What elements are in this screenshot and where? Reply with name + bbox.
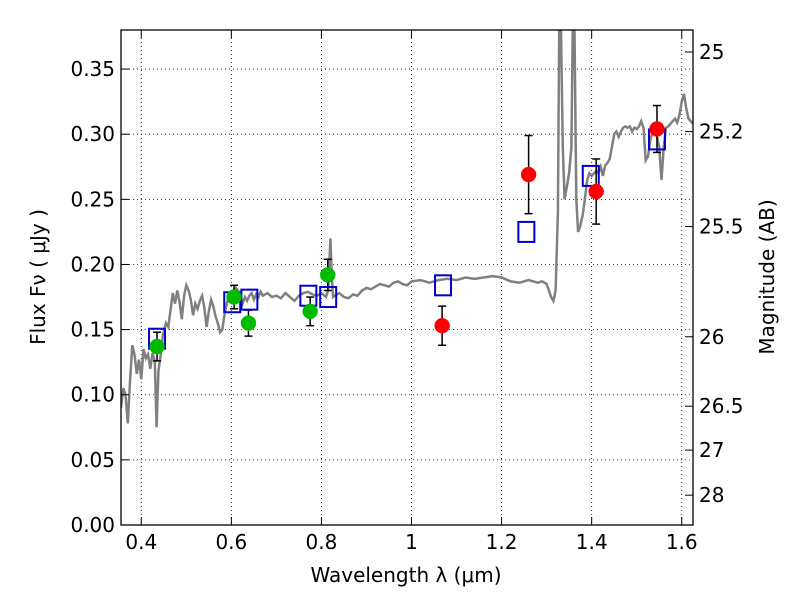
photometry-layer — [148, 104, 666, 362]
right-tick-label: 28 — [699, 483, 724, 507]
model-square-marker — [240, 288, 259, 311]
photometry-point — [302, 303, 318, 320]
right-tick-label: 26 — [699, 325, 724, 349]
plot-frame — [120, 29, 694, 526]
model-square-marker — [434, 274, 453, 297]
photometry-point — [520, 166, 537, 183]
template-spectrum-line — [121, 30, 693, 428]
y-tick-label: 0.05 — [70, 448, 115, 472]
photometry-point — [240, 315, 257, 331]
photometry-point — [588, 183, 604, 200]
model-square-marker — [581, 164, 600, 187]
x-tick-label: 1.4 — [576, 530, 608, 554]
photometry-point — [434, 317, 450, 334]
x-tick-label: 0.8 — [306, 530, 338, 554]
model-square-marker — [319, 286, 338, 309]
x-axis-label: Wavelength λ (μm) — [310, 563, 501, 587]
y-tick-label: 0.20 — [70, 252, 115, 276]
photometry-point — [319, 267, 336, 283]
right-axis-label: Magnitude (AB) — [755, 199, 779, 354]
photometry-point — [226, 289, 242, 305]
x-tick-label: 0.4 — [125, 530, 157, 554]
x-tick-label: 1 — [405, 530, 418, 554]
y-axis-label: Flux Fν ( μJy ) — [26, 209, 50, 345]
tick-layer: 0.4 0.6 0.8 1 1.2 1.4 1.6 0.00 0.05 0.10 0.15 0.20 0… — [70, 30, 744, 554]
y-tick-label: 0.25 — [70, 187, 115, 211]
x-tick-label: 0.6 — [215, 530, 247, 554]
y-tick-label: 0.10 — [70, 383, 115, 407]
y-tick-label: 0.00 — [70, 513, 115, 537]
template-spectrum-layer — [121, 30, 693, 428]
y-tick-label: 0.30 — [70, 122, 115, 146]
x-tick-label: 1.2 — [486, 530, 518, 554]
right-tick-label: 27 — [699, 438, 724, 462]
right-tick-label: 26.5 — [699, 394, 744, 418]
photometry-point — [149, 338, 165, 355]
y-tick-label: 0.35 — [70, 57, 115, 81]
x-tick-label: 1.6 — [666, 530, 698, 554]
model-square-marker — [517, 220, 536, 243]
right-tick-label: 25.5 — [699, 215, 744, 239]
right-tick-label: 25 — [699, 40, 724, 64]
photometry-point — [649, 121, 665, 137]
right-tick-label: 25.2 — [699, 120, 744, 144]
y-tick-label: 0.15 — [70, 318, 115, 342]
